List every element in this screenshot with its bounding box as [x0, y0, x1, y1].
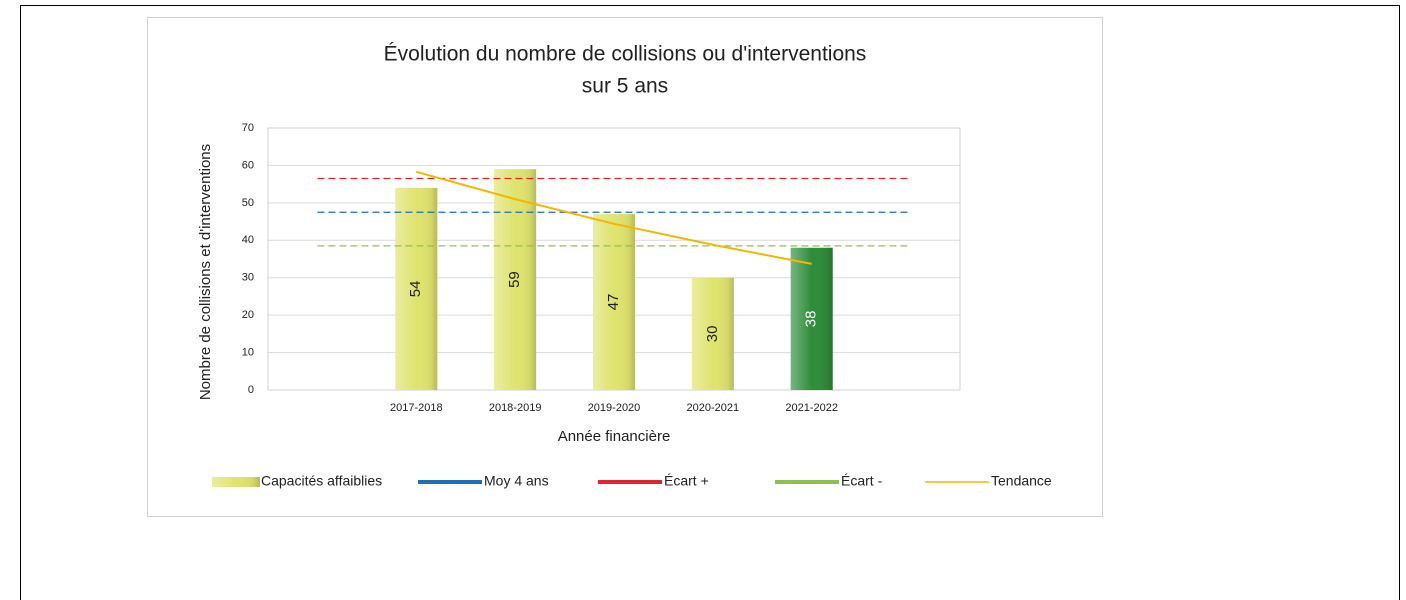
- bar-shade: [494, 169, 537, 390]
- y-tick-label: 70: [242, 122, 254, 134]
- x-tick-label: 2020-2021: [687, 402, 740, 414]
- legend-label: Moy 4 ans: [484, 473, 549, 489]
- page-frame: [20, 5, 1400, 600]
- legend-label: Écart -: [841, 473, 883, 489]
- bar-shade: [691, 277, 734, 390]
- y-tick-label: 50: [242, 197, 254, 209]
- x-tick-label: 2018-2019: [489, 402, 542, 414]
- x-axis-label: Année financière: [558, 428, 671, 445]
- y-tick-label: 0: [248, 384, 254, 396]
- y-tick-label: 20: [242, 309, 254, 321]
- legend-label: Écart +: [664, 473, 709, 489]
- value-label: 54: [407, 281, 424, 298]
- y-tick-label: 40: [242, 234, 254, 246]
- legend-label: Tendance: [991, 473, 1052, 489]
- x-tick-label: 2021-2022: [785, 402, 838, 414]
- legend-label: Capacités affaiblies: [261, 473, 382, 489]
- y-tick-label: 60: [242, 159, 254, 171]
- value-label: 47: [605, 294, 622, 311]
- trend-line: [416, 170, 812, 265]
- bar-shade: [593, 214, 635, 390]
- y-tick-label: 30: [242, 272, 254, 284]
- bar-shade: [790, 247, 833, 390]
- x-tick-label: 2019-2020: [588, 402, 641, 414]
- value-label: 59: [506, 271, 523, 288]
- y-tick-label: 10: [242, 346, 254, 358]
- legend-swatch-shade: [212, 477, 260, 487]
- chart-title: Évolution du nombre de collisions ou d'i…: [384, 43, 867, 66]
- value-label: 38: [803, 311, 820, 328]
- y-axis-label: Nombre de collisions et d'interventions: [197, 144, 214, 400]
- value-label: 30: [704, 326, 721, 343]
- chart-title: sur 5 ans: [582, 75, 668, 98]
- x-tick-label: 2017-2018: [390, 402, 443, 414]
- bar-shade: [395, 187, 438, 390]
